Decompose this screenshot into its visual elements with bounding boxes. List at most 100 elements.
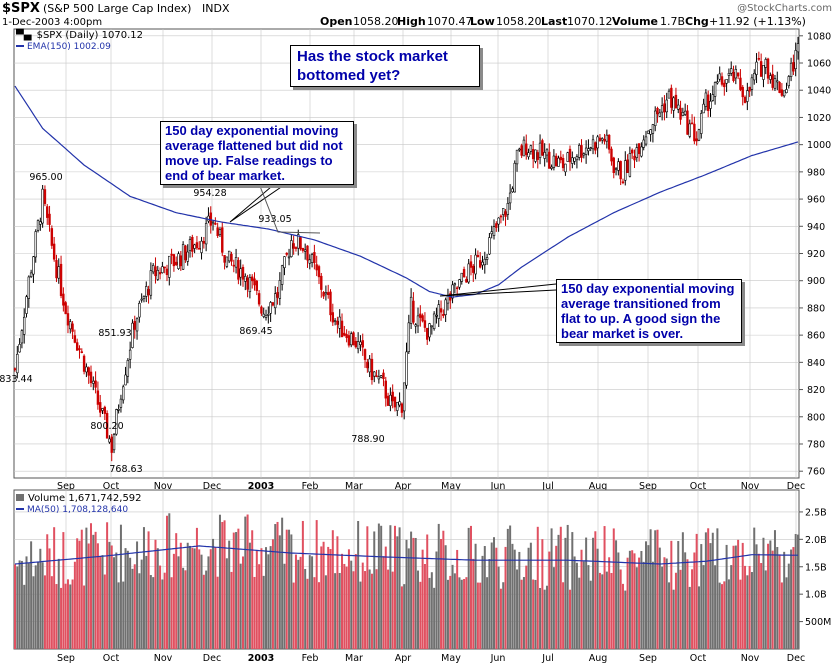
price-candle (368, 358, 371, 373)
price-candle (175, 261, 178, 265)
price-candle (343, 332, 346, 336)
volume-bar (25, 556, 28, 649)
volume-bar (497, 566, 500, 649)
volume-y-tick-label: 2.5B (805, 507, 827, 518)
volume-y-axis: 500M 1.0B 1.5B 2.0B 2.5B (799, 507, 831, 628)
price-candle (186, 251, 189, 262)
price-y-tick-label: 1000 (807, 140, 831, 151)
price-candle (92, 380, 95, 384)
volume-bar (396, 536, 399, 649)
volume-bar (580, 549, 583, 649)
price-candle (660, 105, 664, 113)
price-candle (776, 80, 779, 83)
price-x-tick-label: May (441, 481, 461, 492)
pointer-box2 (439, 283, 557, 297)
volume-bar (702, 565, 705, 649)
price-candle (584, 147, 588, 155)
price-candle (142, 296, 146, 299)
price-candle (370, 358, 374, 381)
price-candle (522, 139, 526, 157)
volume-bar (569, 589, 572, 649)
price-x-axis: Sep Oct Nov Dec 2003 Feb Mar Apr May Jun Jul Aug Sep… (57, 481, 805, 492)
price-candle (66, 313, 70, 326)
volume-bar (69, 584, 72, 649)
price-candle (313, 252, 316, 264)
volume-bar (739, 579, 742, 649)
volume-bar (142, 527, 145, 649)
price-candle (690, 122, 694, 125)
volume-bar (198, 549, 201, 649)
price-candle (446, 295, 450, 304)
volume-bar (205, 570, 208, 649)
volume-bar (704, 532, 707, 649)
price-candle (133, 321, 136, 330)
price-y-tick-label: 760 (807, 467, 825, 478)
price-y-tick-label: 860 (807, 331, 825, 342)
price-candle (409, 296, 413, 324)
price-candle (216, 227, 219, 236)
price-candle (757, 58, 761, 60)
volume-bar (241, 556, 244, 649)
volume-bar (368, 569, 371, 649)
volume-bar (258, 564, 261, 649)
price-candle (227, 250, 231, 262)
volume-bar (566, 524, 569, 649)
volume-bar (711, 532, 714, 649)
price-candle (260, 306, 263, 314)
price-candle (48, 213, 51, 225)
price-candle (697, 129, 701, 141)
price-candle (274, 293, 277, 309)
volume-bar (138, 573, 141, 649)
volume-bar (769, 540, 772, 649)
volume-bar (587, 565, 590, 649)
price-candle (99, 402, 102, 413)
volume-bar (417, 570, 420, 649)
volume-bar (361, 562, 364, 649)
volume-x-tick-label: Sep (639, 653, 657, 664)
last-value: 1070.12 (567, 15, 613, 28)
pointer-box1-left (229, 180, 291, 223)
volume-bar (322, 541, 325, 649)
volume-bar (317, 582, 320, 649)
volume-bar (221, 521, 224, 649)
volume-bar (189, 545, 192, 649)
volume-bar (216, 576, 219, 649)
volume-bar (400, 586, 403, 649)
volume-bar (405, 539, 408, 649)
price-candle (759, 61, 763, 77)
volume-bar (631, 550, 634, 649)
price-candle (251, 276, 254, 282)
price-candle (626, 159, 629, 173)
price-candle (75, 342, 79, 351)
price-candle (32, 256, 35, 275)
price-x-tick-label: Aug (589, 481, 608, 492)
volume-bar (175, 533, 178, 649)
volume-bar (18, 560, 21, 649)
volume-bar (152, 577, 155, 649)
volume-bar (294, 554, 297, 649)
volume-bar (787, 563, 790, 649)
price-candle (248, 277, 252, 293)
price-candle (750, 77, 754, 90)
price-candle (280, 265, 284, 285)
price-candle (711, 94, 714, 101)
volume-bar (732, 545, 735, 649)
volume-bar (493, 537, 496, 649)
price-candle (366, 361, 369, 369)
volume-bar (145, 555, 148, 649)
volume-bar (200, 554, 203, 649)
volume-bar (790, 549, 793, 649)
volume-bar (212, 538, 215, 649)
volume-bar (645, 541, 648, 649)
price-x-tick-label: Jun (490, 481, 506, 492)
price-candle (168, 255, 171, 278)
price-candle (792, 62, 795, 72)
price-candle (796, 43, 800, 53)
volume-bar (642, 561, 645, 649)
volume-bar (557, 534, 560, 649)
volume-bar (693, 552, 696, 649)
price-candle (345, 334, 348, 338)
volume-bar (343, 563, 346, 649)
price-candle (644, 136, 648, 145)
price-candle (633, 155, 636, 161)
